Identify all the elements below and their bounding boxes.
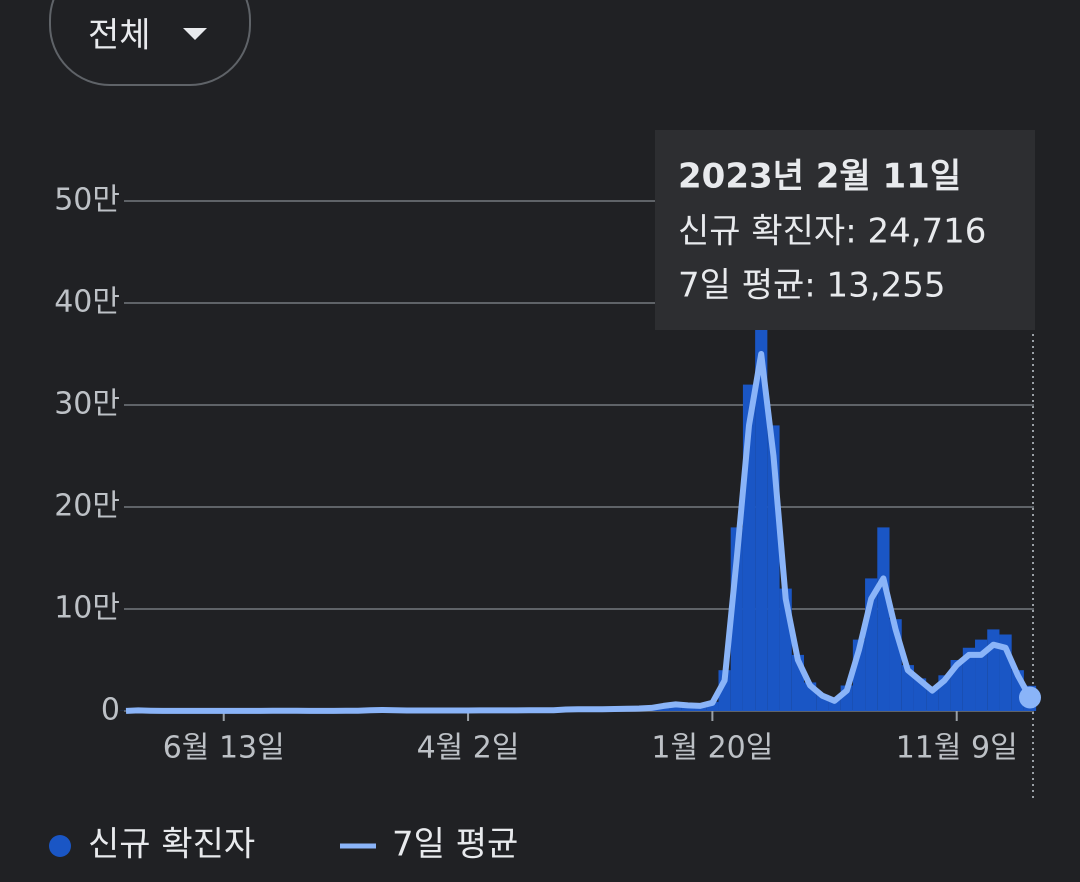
dropdown-arrow[interactable] — [183, 28, 207, 40]
x-tick-label: 6월 13일 — [163, 731, 285, 766]
x-tick-label: 4월 2일 — [417, 731, 520, 766]
filter-label[interactable]: 전체 — [88, 16, 151, 56]
tooltip-title: 2023년 2월 11일 — [678, 157, 961, 197]
bar — [669, 703, 682, 711]
average-line — [125, 351, 1033, 714]
bar — [926, 688, 939, 711]
x-tick-label: 1월 20일 — [651, 731, 773, 766]
x-tick-label: 11월 9일 — [896, 731, 1018, 766]
bar — [755, 303, 768, 711]
legend-label: 신규 확진자 — [88, 825, 255, 865]
y-tick-label: 10만 — [54, 591, 120, 626]
tooltip-row: 신규 확진자: 24,716 — [678, 212, 986, 252]
bar — [987, 629, 1000, 711]
tooltip-row: 7일 평균: 13,255 — [678, 266, 946, 306]
legend-swatch — [49, 835, 71, 857]
tooltip — [655, 130, 1035, 330]
bar — [962, 647, 976, 711]
y-tick-label: 20만 — [54, 489, 120, 524]
filter-button[interactable] — [49, 0, 251, 86]
bar — [828, 699, 841, 711]
bar — [706, 701, 719, 711]
y-tick-label: 30만 — [54, 387, 120, 422]
y-tick-label: 0 — [101, 693, 120, 728]
y-tick-label: 40만 — [54, 285, 120, 320]
legend-label: 7일 평균 — [392, 825, 518, 865]
hover-point — [1019, 686, 1041, 709]
y-tick-label: 50만 — [54, 183, 120, 218]
bar — [877, 527, 890, 711]
